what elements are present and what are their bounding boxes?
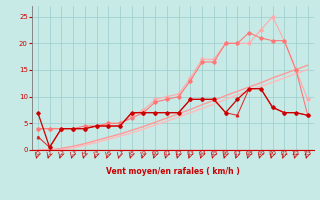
X-axis label: Vent moyen/en rafales ( km/h ): Vent moyen/en rafales ( km/h ) — [106, 168, 240, 176]
